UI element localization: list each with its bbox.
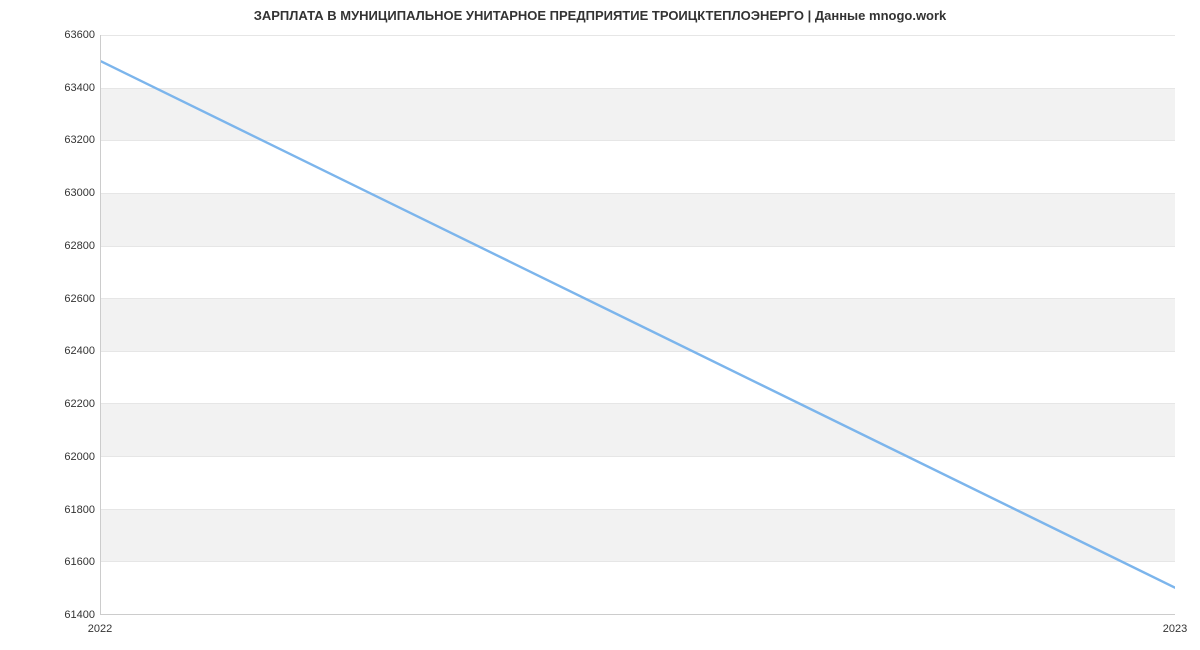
y-tick-label: 61400 xyxy=(5,609,95,621)
y-tick-label: 63400 xyxy=(5,82,95,94)
x-tick-label: 2023 xyxy=(1163,623,1187,635)
y-tick-label: 62600 xyxy=(5,293,95,305)
y-tick-label: 62000 xyxy=(5,451,95,463)
y-tick-label: 62400 xyxy=(5,345,95,357)
y-tick-label: 62200 xyxy=(5,398,95,410)
y-tick-label: 63200 xyxy=(5,134,95,146)
y-tick-label: 62800 xyxy=(5,240,95,252)
chart-title: ЗАРПЛАТА В МУНИЦИПАЛЬНОЕ УНИТАРНОЕ ПРЕДП… xyxy=(0,8,1200,23)
y-tick-label: 61800 xyxy=(5,504,95,516)
data-line xyxy=(101,35,1175,614)
grid-line xyxy=(101,614,1175,615)
y-tick-label: 63600 xyxy=(5,29,95,41)
y-tick-label: 61600 xyxy=(5,556,95,568)
y-tick-label: 63000 xyxy=(5,187,95,199)
x-tick-label: 2022 xyxy=(88,623,112,635)
chart-container: ЗАРПЛАТА В МУНИЦИПАЛЬНОЕ УНИТАРНОЕ ПРЕДП… xyxy=(0,0,1200,650)
plot-area xyxy=(100,35,1175,615)
